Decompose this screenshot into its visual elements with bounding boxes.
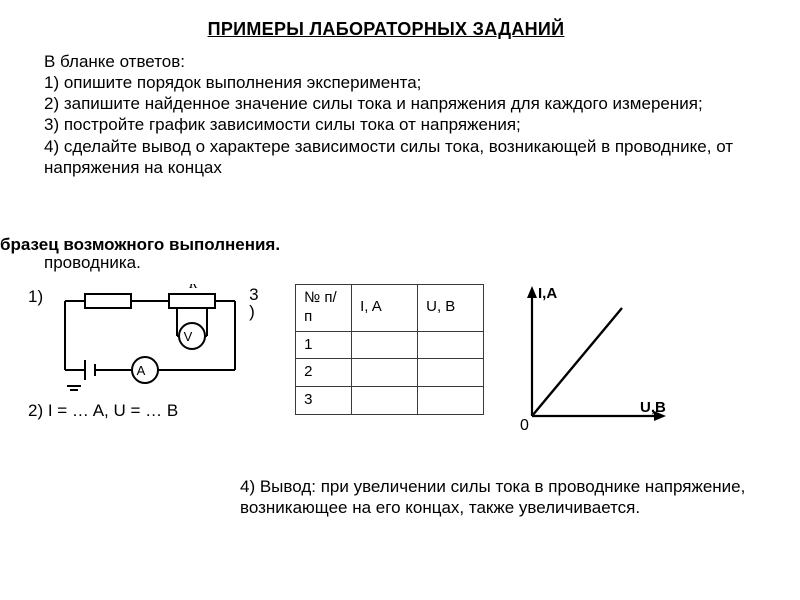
resistor-label: R — [188, 284, 198, 292]
intro-lead: В бланке ответов: — [44, 51, 772, 72]
intro-item-1: 1) опишите порядок выполнения эксперимен… — [44, 72, 772, 93]
instructions-block: В бланке ответов: 1) опишите порядок вып… — [0, 51, 772, 179]
label-1: 1) — [28, 286, 43, 307]
x-axis-label: U,B — [640, 399, 666, 416]
label-4: 4) — [240, 477, 260, 496]
voltmeter-label: V — [184, 329, 193, 344]
intro-item-2: 2) запишите найденное значение силы тока… — [44, 93, 772, 114]
page-title: ПРИМЕРЫ ЛАБОРАТОРНЫХ ЗАДАНИЙ — [0, 18, 772, 41]
data-table: № п/п I, A U, В 1 2 3 — [295, 284, 484, 415]
table-header-row: № п/п I, A U, В — [296, 285, 484, 332]
circuit-diagram: R V A — [49, 284, 249, 394]
y-axis-label: I,A — [538, 285, 557, 302]
iv-chart: I,A U,B 0 — [504, 284, 674, 439]
conclusion-body: Вывод: при увеличении силы тока в провод… — [240, 477, 745, 517]
origin-label: 0 — [520, 417, 529, 434]
conclusion-text: 4) Вывод: при увеличении силы тока в про… — [240, 476, 800, 519]
col-header-n: № п/п — [296, 285, 352, 332]
col-header-i: I, A — [352, 285, 418, 332]
trailing-word: проводника. — [44, 252, 141, 273]
ammeter-label: A — [137, 363, 146, 378]
label-3: 3 ) — [249, 286, 263, 320]
col-header-u: U, В — [418, 285, 484, 332]
table-row: 2 — [296, 359, 484, 387]
formula-line: 2) I = … A, U = … В — [28, 400, 228, 421]
intro-item-4: 4) сделайте вывод о характере зависимост… — [44, 136, 772, 179]
table-row: 3 — [296, 387, 484, 415]
intro-item-3: 3) постройте график зависимости силы ток… — [44, 114, 772, 135]
table-row: 1 — [296, 331, 484, 359]
